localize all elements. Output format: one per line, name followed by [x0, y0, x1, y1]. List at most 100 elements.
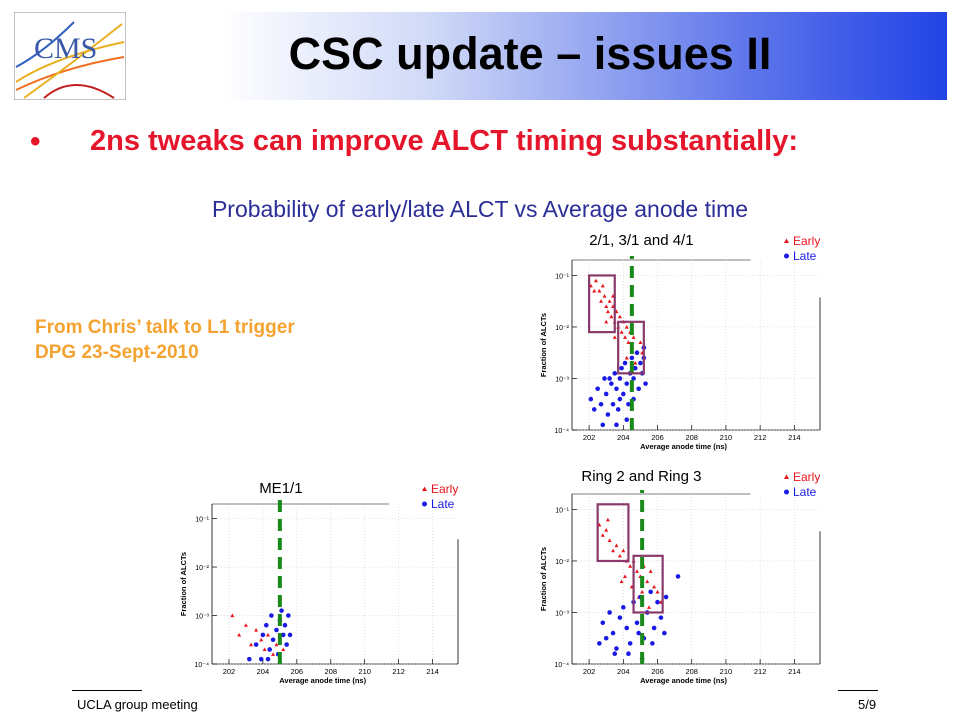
late-point — [267, 647, 272, 652]
early-point — [597, 288, 602, 293]
late-point — [626, 651, 631, 656]
late-point — [265, 656, 271, 662]
early-point — [237, 632, 242, 637]
early-point — [607, 538, 612, 542]
early-point — [652, 584, 657, 589]
late-point — [588, 396, 594, 402]
early-point — [623, 574, 628, 579]
figure-subtitle: Probability of early/late ALCT vs Averag… — [211, 196, 749, 222]
early-point — [265, 632, 270, 637]
early-point — [607, 299, 612, 303]
y-axis-label: Fraction of ALCTs — [539, 313, 548, 377]
late-point — [619, 365, 624, 371]
early-point — [646, 605, 651, 609]
legend-early-marker — [422, 486, 427, 491]
early-point — [611, 548, 616, 553]
highlight-box — [632, 554, 664, 614]
footer-rule-right — [838, 690, 878, 691]
x-tick-label: 206 — [291, 667, 304, 676]
late-point — [610, 630, 616, 636]
late-point — [615, 407, 621, 412]
x-tick-label: 210 — [720, 667, 733, 676]
x-tick-label: 206 — [651, 667, 664, 676]
late-point — [597, 641, 602, 646]
early-point — [634, 569, 639, 573]
plot-top-right: 2/1, 3/1 and 4/1 202 204 206 208 210 212 214 10⁻… — [539, 232, 821, 451]
early-point — [619, 579, 624, 584]
legend-early-label: Early — [793, 234, 820, 248]
early-point — [655, 589, 660, 594]
early-point — [600, 283, 605, 288]
late-point — [253, 642, 259, 647]
early-point — [605, 309, 610, 314]
early-point — [648, 569, 653, 573]
slide-title: CSC update – issues II — [288, 28, 772, 79]
late-point — [634, 620, 640, 626]
early-point — [617, 553, 622, 558]
late-point — [621, 391, 626, 397]
late-point — [629, 355, 635, 361]
late-point — [603, 391, 609, 397]
late-point — [663, 594, 669, 600]
x-axis-label: Average anode time (ns) — [279, 676, 366, 685]
legend-late-marker — [784, 253, 789, 259]
late-point — [662, 630, 667, 636]
late-point — [602, 376, 607, 381]
source-note: From Chris’ talk to L1 trigger DPG 23-Se… — [35, 317, 295, 363]
legend-early-label: Early — [793, 470, 820, 484]
x-tick-label: 204 — [617, 667, 630, 676]
legend-late-marker — [784, 489, 789, 495]
late-point — [626, 401, 631, 407]
x-tick-label: 214 — [788, 667, 801, 676]
late-point — [591, 407, 597, 412]
y-tick-label: 10⁻² — [555, 559, 569, 566]
x-tick-label: 204 — [617, 433, 630, 442]
late-point — [655, 599, 660, 605]
y-tick-label: 10⁻¹ — [555, 273, 569, 280]
late-point — [624, 625, 630, 631]
late-point — [617, 396, 623, 402]
footer-page-number: 5/9 — [858, 697, 877, 712]
early-point — [593, 278, 598, 283]
x-tick-label: 208 — [685, 667, 698, 676]
x-axis-label: Average anode time (ns) — [640, 442, 727, 451]
early-point — [262, 647, 267, 652]
cms-logo: CMS — [14, 12, 126, 100]
late-point — [595, 386, 600, 392]
y-axis-label: Fraction of ALCTs — [179, 552, 188, 616]
late-point — [247, 656, 252, 662]
plot-title: ME1/1 — [259, 480, 302, 497]
legend-late-label: Late — [431, 497, 455, 511]
late-point — [631, 376, 636, 381]
late-point — [651, 625, 657, 631]
early-point — [600, 533, 605, 537]
early-point — [619, 330, 624, 334]
late-point — [624, 417, 630, 422]
x-tick-label: 208 — [325, 667, 338, 676]
late-point — [614, 386, 619, 392]
late-point — [643, 381, 648, 386]
early-point — [628, 564, 633, 568]
highlight-box — [596, 503, 630, 563]
late-point — [600, 422, 606, 428]
late-point — [287, 632, 293, 638]
late-point — [612, 371, 618, 376]
legend-early-marker — [784, 238, 789, 243]
x-tick-label: 212 — [754, 667, 767, 676]
late-point — [648, 589, 653, 595]
early-point — [638, 340, 643, 345]
x-tick-label: 202 — [583, 433, 596, 442]
plot-bottom-right: Ring 2 and Ring 3 202 204 206 208 210 212 214 10… — [539, 468, 821, 685]
x-tick-label: 202 — [583, 667, 596, 676]
late-point — [280, 632, 286, 638]
late-point — [609, 381, 614, 386]
x-tick-label: 206 — [651, 433, 664, 442]
x-tick-label: 210 — [358, 667, 371, 676]
late-point — [274, 627, 279, 633]
late-point — [650, 641, 655, 646]
late-point — [603, 635, 609, 641]
late-point — [636, 630, 642, 636]
late-point — [627, 641, 633, 646]
late-point — [607, 376, 612, 381]
early-point — [602, 294, 607, 298]
